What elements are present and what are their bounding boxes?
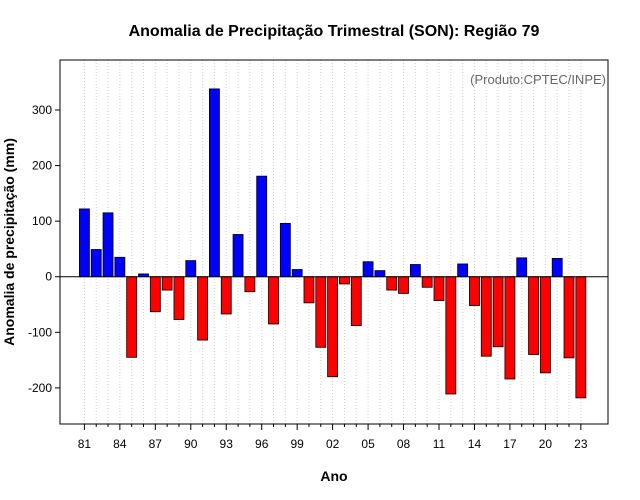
bar-2007 bbox=[386, 276, 398, 291]
x-tick-label: 02 bbox=[326, 437, 340, 451]
bar-2021 bbox=[551, 257, 563, 278]
bar-2000 bbox=[303, 276, 315, 304]
y-tick-label: 200 bbox=[32, 159, 52, 173]
bar-2013 bbox=[457, 263, 469, 278]
bar-2006 bbox=[374, 270, 386, 278]
x-tick-label: 84 bbox=[113, 437, 127, 451]
plot-frame bbox=[59, 59, 609, 425]
bar-2023 bbox=[575, 276, 587, 399]
y-axis: -200 -100 0 100 200 300 bbox=[28, 103, 60, 395]
bar-2003 bbox=[339, 276, 350, 285]
bar-1987 bbox=[149, 276, 161, 313]
x-tick-label: 81 bbox=[78, 437, 92, 451]
bar-2008 bbox=[398, 276, 409, 294]
bar-2017 bbox=[504, 276, 516, 380]
bar-1990 bbox=[185, 260, 197, 278]
bar-1981 bbox=[79, 208, 90, 278]
bar-1994 bbox=[232, 234, 244, 278]
x-tick-label: 11 bbox=[433, 437, 446, 451]
credit-annotation: (Produto:CPTEC/INPE) bbox=[470, 72, 606, 87]
bar-1998 bbox=[279, 222, 291, 278]
bar-2019 bbox=[528, 276, 539, 355]
bar-2004 bbox=[350, 276, 362, 327]
bar-2010 bbox=[421, 276, 433, 288]
bar-2016 bbox=[492, 276, 504, 348]
bar-2014 bbox=[469, 276, 480, 307]
bar-2015 bbox=[480, 276, 492, 357]
bar-1984 bbox=[114, 256, 126, 278]
x-tick-label: 17 bbox=[503, 437, 517, 451]
x-tick-label: 96 bbox=[255, 437, 269, 451]
bar-1995 bbox=[244, 276, 256, 293]
y-tick-label: 100 bbox=[32, 214, 52, 228]
bar-1997 bbox=[268, 276, 279, 325]
bar-2012 bbox=[445, 276, 457, 395]
bar-2022 bbox=[563, 276, 575, 359]
chart-title: Anomalia de Precipitação Trimestral (SON… bbox=[129, 23, 540, 40]
bar-1996 bbox=[256, 175, 268, 278]
y-tick-label: 300 bbox=[32, 103, 52, 117]
x-tick-label: 20 bbox=[539, 437, 553, 451]
x-axis: 81 84 87 90 93 96 99 02 05 08 11 14 17 20 23 bbox=[78, 424, 588, 451]
y-tick-label: -100 bbox=[28, 325, 52, 339]
bar-2009 bbox=[409, 264, 421, 278]
x-tick-label: 99 bbox=[290, 437, 304, 451]
bar-1999 bbox=[291, 269, 303, 278]
y-axis-title: Anomalia de precipitação (mm) bbox=[1, 138, 17, 346]
x-tick-label: 93 bbox=[220, 437, 234, 451]
bar-series bbox=[79, 88, 587, 399]
x-tick-label: 08 bbox=[397, 437, 411, 451]
bar-1988 bbox=[161, 276, 173, 291]
bar-1983 bbox=[102, 212, 114, 278]
x-axis-title: Ano bbox=[320, 468, 347, 484]
bar-2011 bbox=[433, 276, 445, 302]
x-tick-label: 87 bbox=[149, 437, 163, 451]
bar-1992 bbox=[209, 88, 220, 278]
bar-1993 bbox=[220, 276, 232, 315]
bar-2001 bbox=[315, 276, 327, 348]
bar-2005 bbox=[362, 261, 374, 278]
x-tick-label: 90 bbox=[184, 437, 198, 451]
x-tick-label: 05 bbox=[361, 437, 375, 451]
x-tick-label: 23 bbox=[574, 437, 588, 451]
bar-2020 bbox=[539, 276, 551, 374]
bar-1982 bbox=[90, 249, 102, 278]
bar-1991 bbox=[197, 276, 209, 341]
bar-1985 bbox=[126, 276, 138, 358]
y-tick-label: -200 bbox=[28, 381, 52, 395]
bar-2018 bbox=[516, 257, 528, 278]
y-tick-label: 0 bbox=[45, 270, 52, 284]
bar-2002 bbox=[327, 276, 339, 378]
x-tick-label: 14 bbox=[468, 437, 482, 451]
bar-1989 bbox=[173, 276, 185, 320]
